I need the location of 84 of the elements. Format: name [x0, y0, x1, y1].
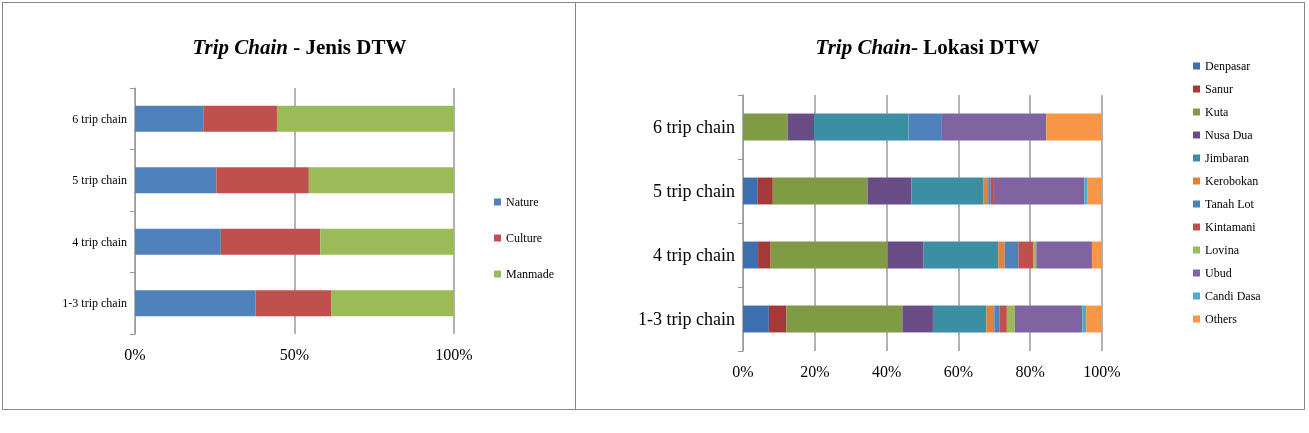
bar: [787, 113, 815, 141]
chart-title: Trip Chain- Lokasi DTW: [815, 34, 1040, 59]
legend-label: Sanur: [1205, 82, 1233, 96]
x-tick-label: 50%: [279, 345, 310, 363]
bar: [1087, 177, 1102, 205]
legend-label: Denpasar: [1205, 59, 1251, 73]
bar: [1046, 113, 1102, 141]
bar: [1086, 305, 1102, 333]
legend-label: Nature: [506, 195, 539, 209]
bar: [768, 305, 787, 333]
y-tick-label: 5 trip chain: [72, 173, 127, 188]
legend-label: Kintamani: [1205, 220, 1257, 234]
legend-label: Candi Dasa: [1205, 289, 1262, 303]
bar: [999, 305, 1007, 333]
bar: [743, 177, 758, 205]
x-tick-label: 100%: [435, 345, 473, 363]
bar: [770, 241, 888, 269]
x-tick-label: 40%: [871, 362, 902, 380]
bar: [1084, 177, 1088, 205]
legend-label: Manmade: [506, 267, 554, 281]
legend-label: Kerobokan: [1205, 174, 1259, 188]
bar: [887, 241, 924, 269]
bar: [135, 228, 221, 255]
bar: [1082, 305, 1087, 333]
bar: [867, 177, 912, 205]
chart-title: Trip Chain - Jenis DTW: [192, 34, 407, 59]
bar: [1033, 241, 1037, 269]
y-tick-label: 4 trip chain: [72, 234, 127, 249]
bar: [216, 167, 309, 194]
bar: [1036, 241, 1092, 269]
legend-label: Kuta: [1205, 105, 1229, 119]
legend-label: Nusa Dua: [1205, 128, 1254, 142]
y-tick-label: 6 trip chain: [72, 111, 127, 126]
bar: [772, 177, 868, 205]
bar: [203, 105, 277, 132]
x-tick-label: 100%: [1083, 362, 1121, 380]
y-tick-label: 5 trip chain: [653, 181, 735, 201]
legend-label: Ubud: [1205, 266, 1232, 280]
legend-label: Lovina: [1205, 243, 1240, 257]
bar: [320, 228, 454, 255]
bar: [932, 305, 987, 333]
bar: [757, 177, 773, 205]
legend-label: Jimbaran: [1205, 151, 1249, 165]
bar: [923, 241, 999, 269]
bar: [758, 241, 771, 269]
bar: [135, 105, 204, 132]
bar: [1004, 241, 1019, 269]
legend-label: Culture: [506, 231, 542, 245]
bar: [135, 290, 256, 317]
bar: [911, 177, 984, 205]
bar: [135, 167, 217, 194]
bar: [908, 113, 942, 141]
x-tick-label: 20%: [800, 362, 830, 380]
legend-label: Others: [1205, 312, 1238, 326]
bar: [308, 167, 454, 194]
bar: [814, 113, 909, 141]
bar: [255, 290, 332, 317]
y-tick-label: 6 trip chain: [653, 117, 735, 137]
bar: [902, 305, 933, 333]
bar: [1018, 241, 1034, 269]
legend-label: Tanah Lot: [1205, 197, 1255, 211]
bar: [743, 113, 788, 141]
bar: [786, 305, 903, 333]
bar: [331, 290, 454, 317]
bar: [983, 177, 989, 205]
y-tick-label: 1-3 trip chain: [62, 296, 127, 311]
bar: [1014, 305, 1083, 333]
bar: [743, 305, 769, 333]
x-tick-label: 0%: [124, 345, 146, 363]
y-tick-label: 1-3 trip chain: [638, 309, 735, 329]
x-tick-label: 60%: [943, 362, 974, 380]
x-tick-label: 80%: [1015, 362, 1045, 380]
bar: [993, 177, 1085, 205]
y-tick-label: 4 trip chain: [653, 245, 735, 265]
bar: [1091, 241, 1102, 269]
bar: [994, 305, 1000, 333]
bar: [986, 305, 995, 333]
bar: [1006, 305, 1015, 333]
bar: [743, 241, 759, 269]
bar: [220, 228, 321, 255]
bar: [276, 105, 454, 132]
bar: [998, 241, 1005, 269]
bar: [941, 113, 1047, 141]
x-tick-label: 0%: [732, 362, 754, 380]
